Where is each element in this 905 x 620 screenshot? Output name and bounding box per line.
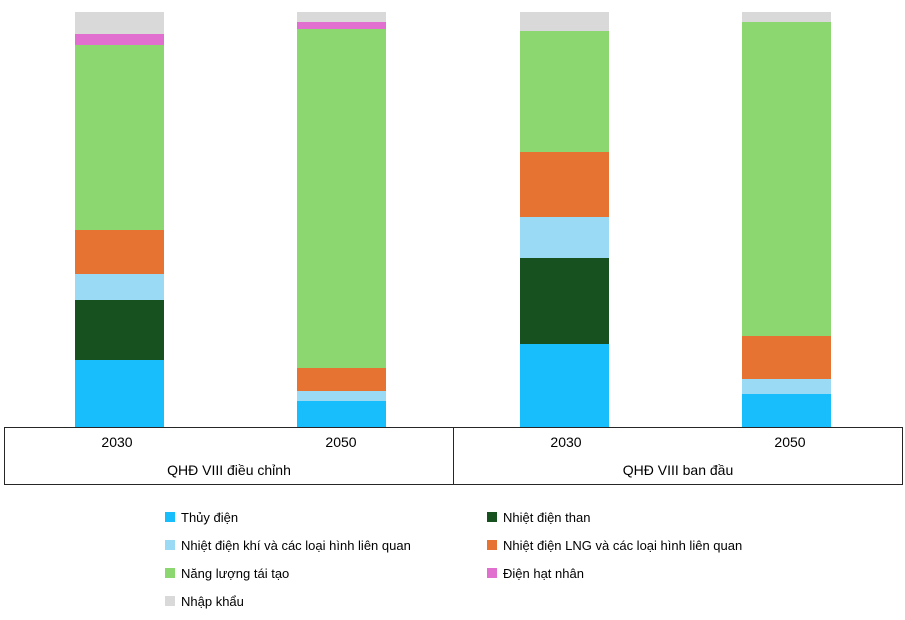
category-axis: 2030 2050 QHĐ VIII điều chỉnh 2030 2050 … bbox=[4, 427, 903, 485]
bar-segment bbox=[742, 336, 831, 380]
legend-item: Nhập khẩu bbox=[165, 587, 487, 615]
axis-label-year: 2050 bbox=[325, 434, 357, 450]
bar-segment bbox=[297, 367, 386, 391]
legend-swatch-icon bbox=[165, 512, 175, 522]
axis-label-year: 2030 bbox=[101, 434, 133, 450]
legend-item: Năng lượng tái tạo bbox=[165, 559, 487, 587]
bar-segment bbox=[75, 12, 164, 34]
stacked-bar bbox=[75, 12, 164, 427]
bar-segment bbox=[520, 343, 609, 427]
legend-label: Nhiệt điện than bbox=[503, 509, 591, 525]
legend-swatch-icon bbox=[165, 568, 175, 578]
legend-label: Nhiệt điện khí và các loại hình liên qua… bbox=[181, 537, 411, 553]
bar-segment bbox=[297, 400, 386, 427]
bar-segment bbox=[742, 21, 831, 337]
stacked-bar bbox=[520, 12, 609, 427]
bar-segment bbox=[75, 299, 164, 361]
legend-item: Nhiệt điện than bbox=[487, 503, 742, 531]
legend-item: Nhiệt điện LNG và các loại hình liên qua… bbox=[487, 531, 742, 559]
legend-swatch-icon bbox=[487, 568, 497, 578]
bar-segment bbox=[75, 360, 164, 427]
bar-segment bbox=[742, 12, 831, 22]
axis-label-group: QHĐ VIII điều chỉnh bbox=[167, 462, 291, 478]
legend-item: Điện hạt nhân bbox=[487, 559, 742, 587]
bar-segment bbox=[520, 31, 609, 152]
legend-swatch-icon bbox=[487, 512, 497, 522]
bar-segment bbox=[75, 44, 164, 230]
bar-segment bbox=[297, 12, 386, 22]
plot-area bbox=[75, 12, 831, 427]
year-label-row: 2030 2050 bbox=[454, 428, 902, 456]
bar-segment bbox=[75, 33, 164, 45]
bar-segment bbox=[520, 258, 609, 344]
stacked-bar bbox=[742, 12, 831, 427]
legend-swatch-icon bbox=[487, 540, 497, 550]
legend-label: Thủy điện bbox=[181, 509, 239, 525]
bar-segment bbox=[520, 216, 609, 259]
legend-label: Điện hạt nhân bbox=[503, 565, 584, 581]
legend-swatch-icon bbox=[165, 540, 175, 550]
year-label-row: 2030 2050 bbox=[5, 428, 453, 456]
bar-segment bbox=[75, 273, 164, 300]
bar-segment bbox=[297, 21, 386, 30]
axis-label-year: 2030 bbox=[550, 434, 582, 450]
bar-segment bbox=[297, 29, 386, 368]
legend-swatch-icon bbox=[165, 596, 175, 606]
axis-group-dieu-chinh: 2030 2050 QHĐ VIII điều chỉnh bbox=[5, 428, 454, 484]
bar-segment bbox=[742, 393, 831, 427]
legend-label: Năng lượng tái tạo bbox=[181, 565, 290, 581]
legend-item: Nhiệt điện khí và các loại hình liên qua… bbox=[165, 531, 487, 559]
axis-group-ban-dau: 2030 2050 QHĐ VIII ban đầu bbox=[454, 428, 902, 484]
axis-label-group: QHĐ VIII ban đầu bbox=[622, 462, 734, 478]
bar-segment bbox=[742, 379, 831, 394]
axis-label-year: 2050 bbox=[774, 434, 806, 450]
legend-label: Nhiệt điện LNG và các loại hình liên qua… bbox=[503, 537, 743, 553]
bar-segment bbox=[520, 12, 609, 32]
bar-segment bbox=[75, 229, 164, 274]
stacked-bar bbox=[297, 12, 386, 427]
legend-label: Nhập khẩu bbox=[181, 593, 244, 609]
legend: Thủy điện Nhiệt điện than Nhiệt điện khí v… bbox=[165, 503, 742, 615]
legend-item: Thủy điện bbox=[165, 503, 487, 531]
bar-segment bbox=[520, 151, 609, 217]
bar-segment bbox=[297, 390, 386, 401]
